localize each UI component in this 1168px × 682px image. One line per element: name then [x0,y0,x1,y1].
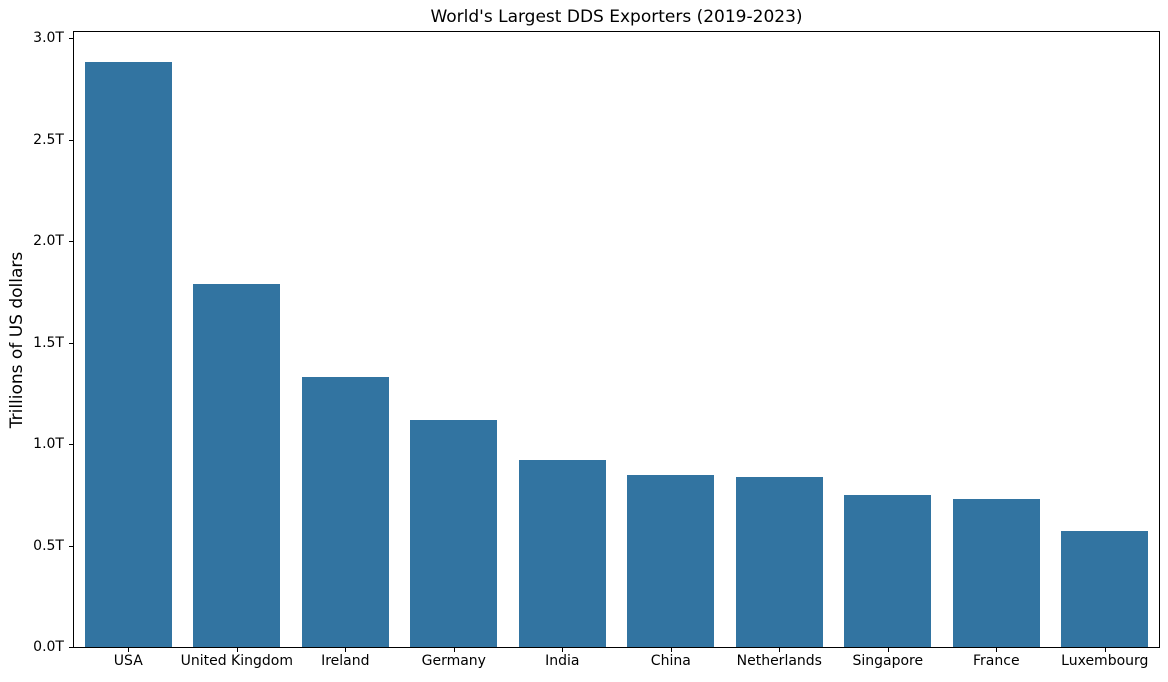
bar-united-kingdom [193,283,281,647]
chart-title: World's Largest DDS Exporters (2019-2023… [430,7,803,27]
y-tick-label: 2.5T [33,131,64,148]
x-tick-label-netherlands: Netherlands [736,653,822,669]
y-tick-label: 2.0T [33,233,64,250]
plot-area [73,31,1160,648]
bar-china [627,474,715,647]
y-tick-mark [69,444,73,445]
y-tick-label: 1.5T [33,334,64,351]
x-tick-mark [887,648,889,652]
x-tick-mark [996,648,998,652]
bar-usa [84,62,172,647]
y-tick-label: 0.0T [33,639,64,655]
x-tick-mark [345,648,347,652]
y-tick-mark [69,139,73,141]
bar-luxembourg [1061,531,1149,647]
y-tick-label: 3.0T [33,30,64,47]
x-tick-mark [779,648,781,652]
x-tick-mark [236,648,238,652]
x-tick-mark [1104,648,1106,652]
x-tick-label-china: China [650,653,691,669]
bar-netherlands [735,476,823,647]
x-tick-mark [562,648,564,652]
bar-france [952,498,1040,647]
y-tick-mark [69,545,73,547]
x-tick-label-germany: Germany [421,653,486,669]
x-tick-mark [670,648,672,652]
y-tick-mark [69,342,73,344]
x-tick-label-usa: USA [113,653,143,669]
bar-india [518,460,606,647]
y-tick-mark [69,241,73,243]
x-tick-label-luxembourg: Luxembourg [1061,653,1149,669]
y-tick-label: 1.0T [33,436,64,452]
bar-singapore [844,494,932,647]
bar-ireland [301,377,389,647]
x-tick-label-india: India [545,653,580,669]
x-tick-label-france: France [973,653,1020,669]
x-tick-label-united-kingdom: United Kingdom [180,653,293,669]
x-tick-mark [453,648,455,652]
y-tick-label: 0.5T [33,537,64,554]
bar-germany [410,419,498,647]
x-tick-mark [128,648,130,652]
x-tick-label-singapore: Singapore [852,653,924,669]
x-tick-label-ireland: Ireland [321,653,370,669]
y-tick-mark [69,647,73,648]
y-tick-mark [69,38,73,40]
